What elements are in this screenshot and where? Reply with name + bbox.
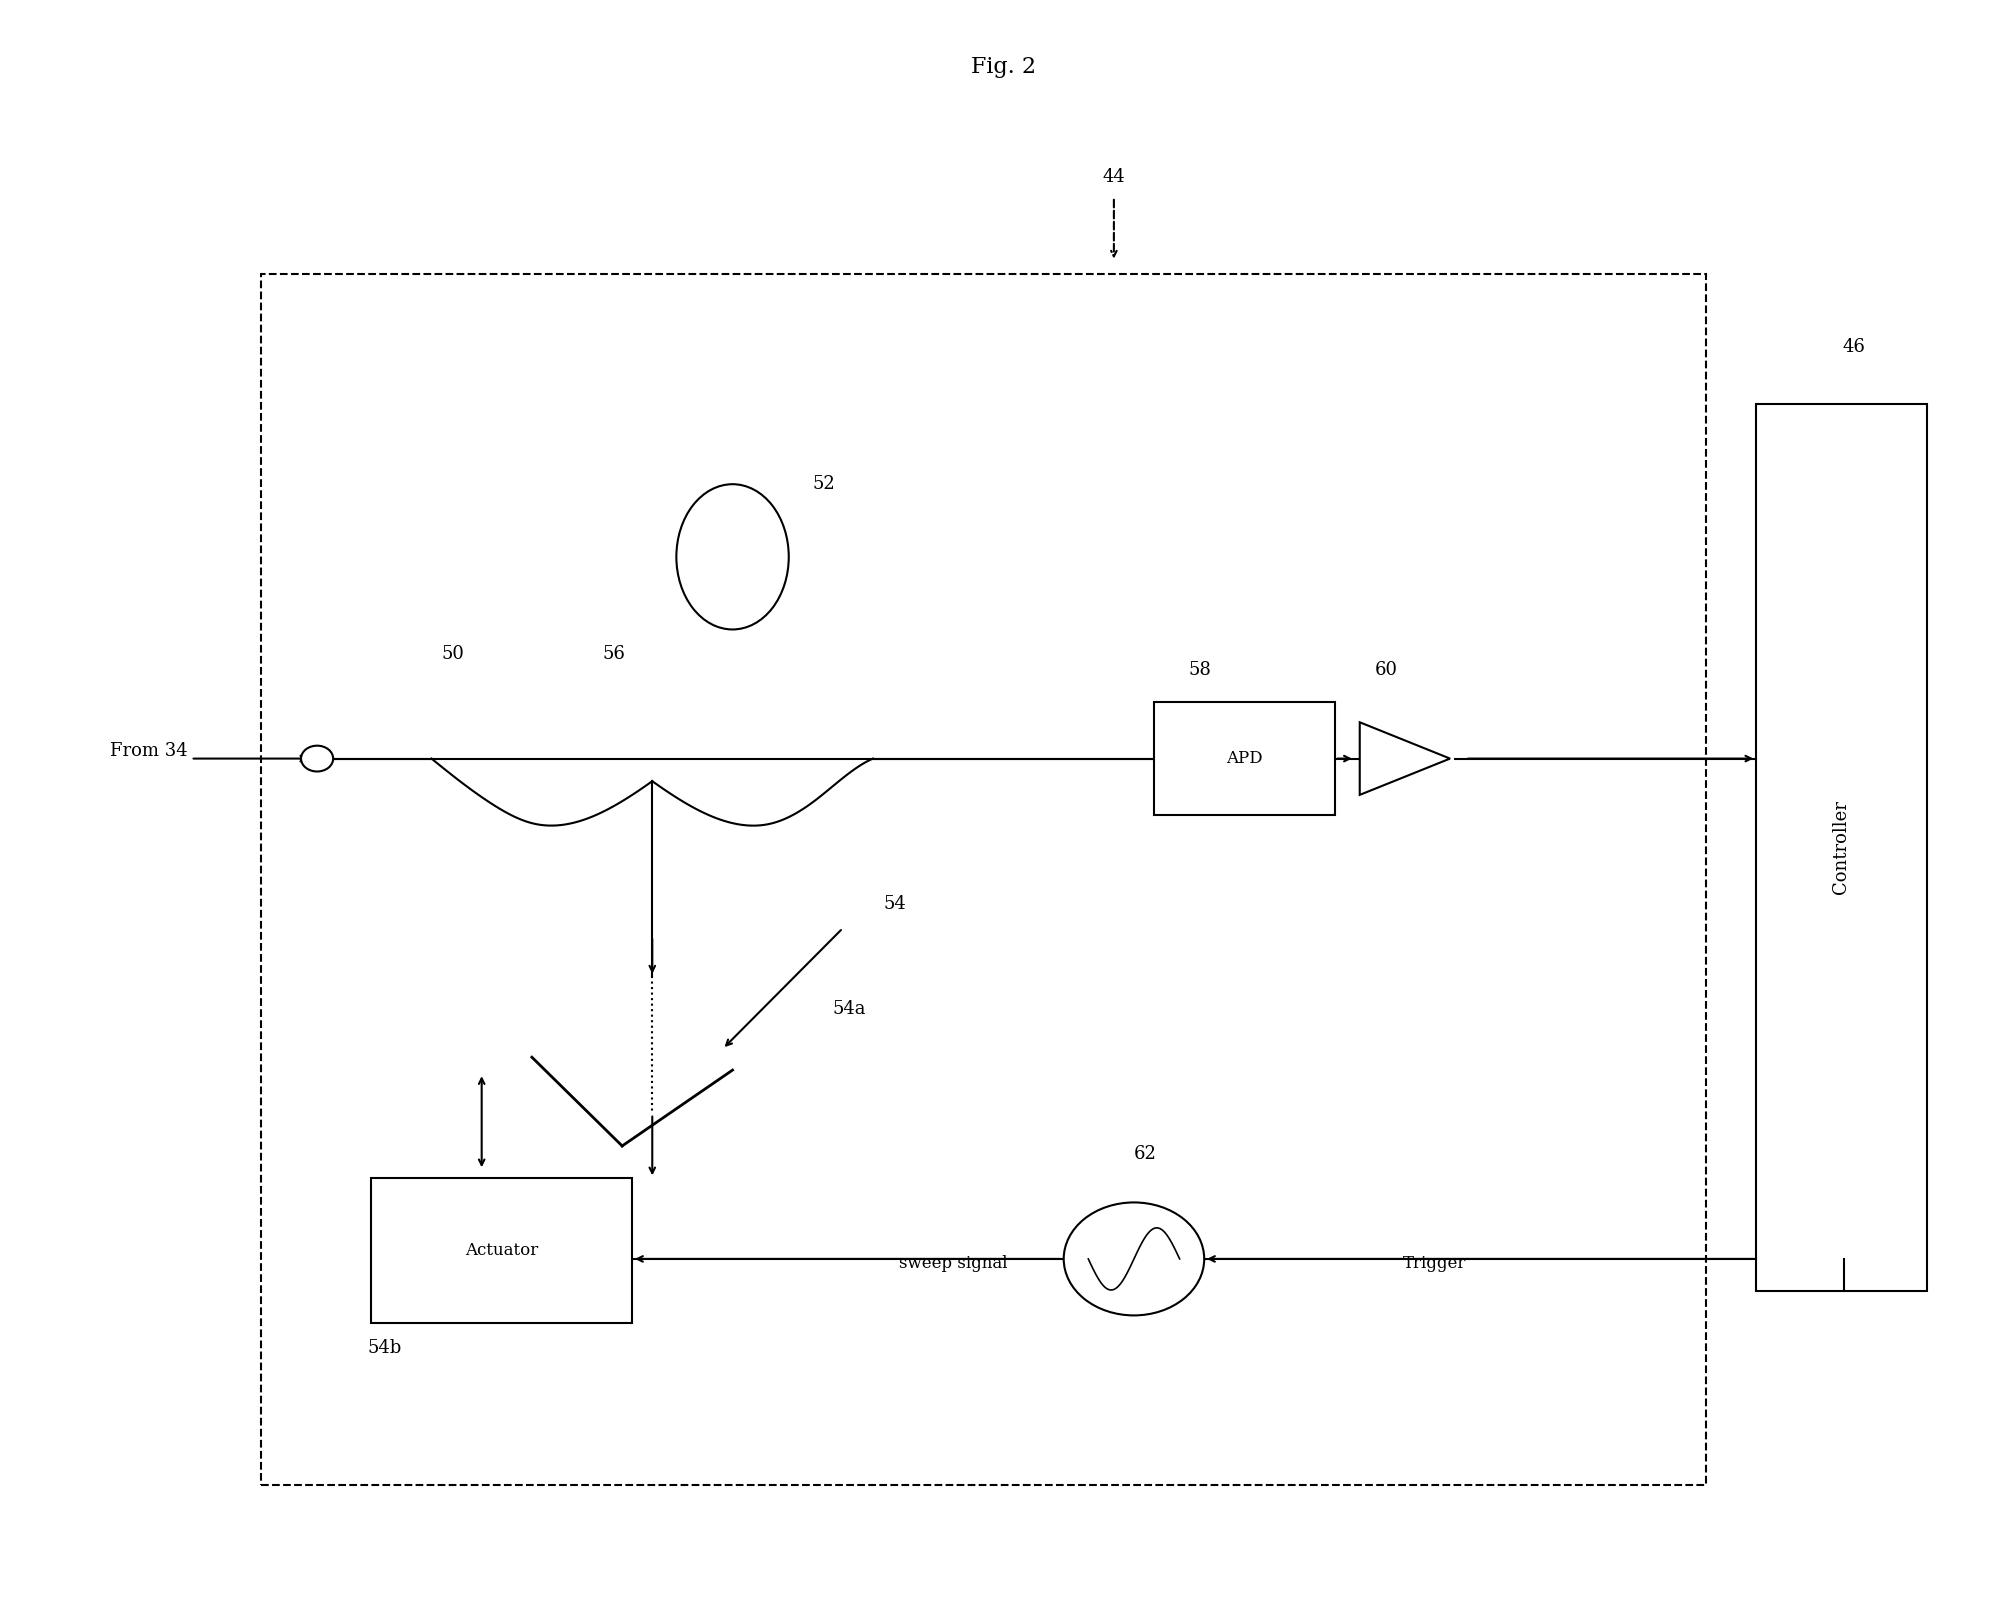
Text: 54: 54: [883, 894, 905, 914]
Circle shape: [1064, 1202, 1204, 1315]
Ellipse shape: [676, 484, 789, 629]
Text: 54b: 54b: [367, 1338, 401, 1357]
Text: 50: 50: [442, 644, 464, 663]
Circle shape: [301, 746, 333, 771]
Text: 58: 58: [1188, 660, 1210, 679]
Text: Trigger: Trigger: [1403, 1256, 1467, 1272]
Text: sweep signal: sweep signal: [899, 1256, 1008, 1272]
Text: 60: 60: [1375, 660, 1397, 679]
Text: Controller: Controller: [1832, 801, 1850, 894]
FancyBboxPatch shape: [371, 1178, 632, 1323]
Text: From 34: From 34: [110, 741, 189, 760]
Text: 54a: 54a: [833, 999, 867, 1018]
Text: 52: 52: [813, 475, 835, 494]
Polygon shape: [1361, 723, 1449, 794]
Text: 46: 46: [1842, 337, 1865, 357]
Text: Actuator: Actuator: [466, 1243, 538, 1259]
Text: APD: APD: [1226, 751, 1262, 767]
Text: 62: 62: [1134, 1144, 1156, 1164]
Text: 56: 56: [602, 644, 624, 663]
FancyBboxPatch shape: [1154, 702, 1335, 815]
Text: 44: 44: [1102, 168, 1126, 186]
Text: Fig. 2: Fig. 2: [971, 56, 1036, 79]
